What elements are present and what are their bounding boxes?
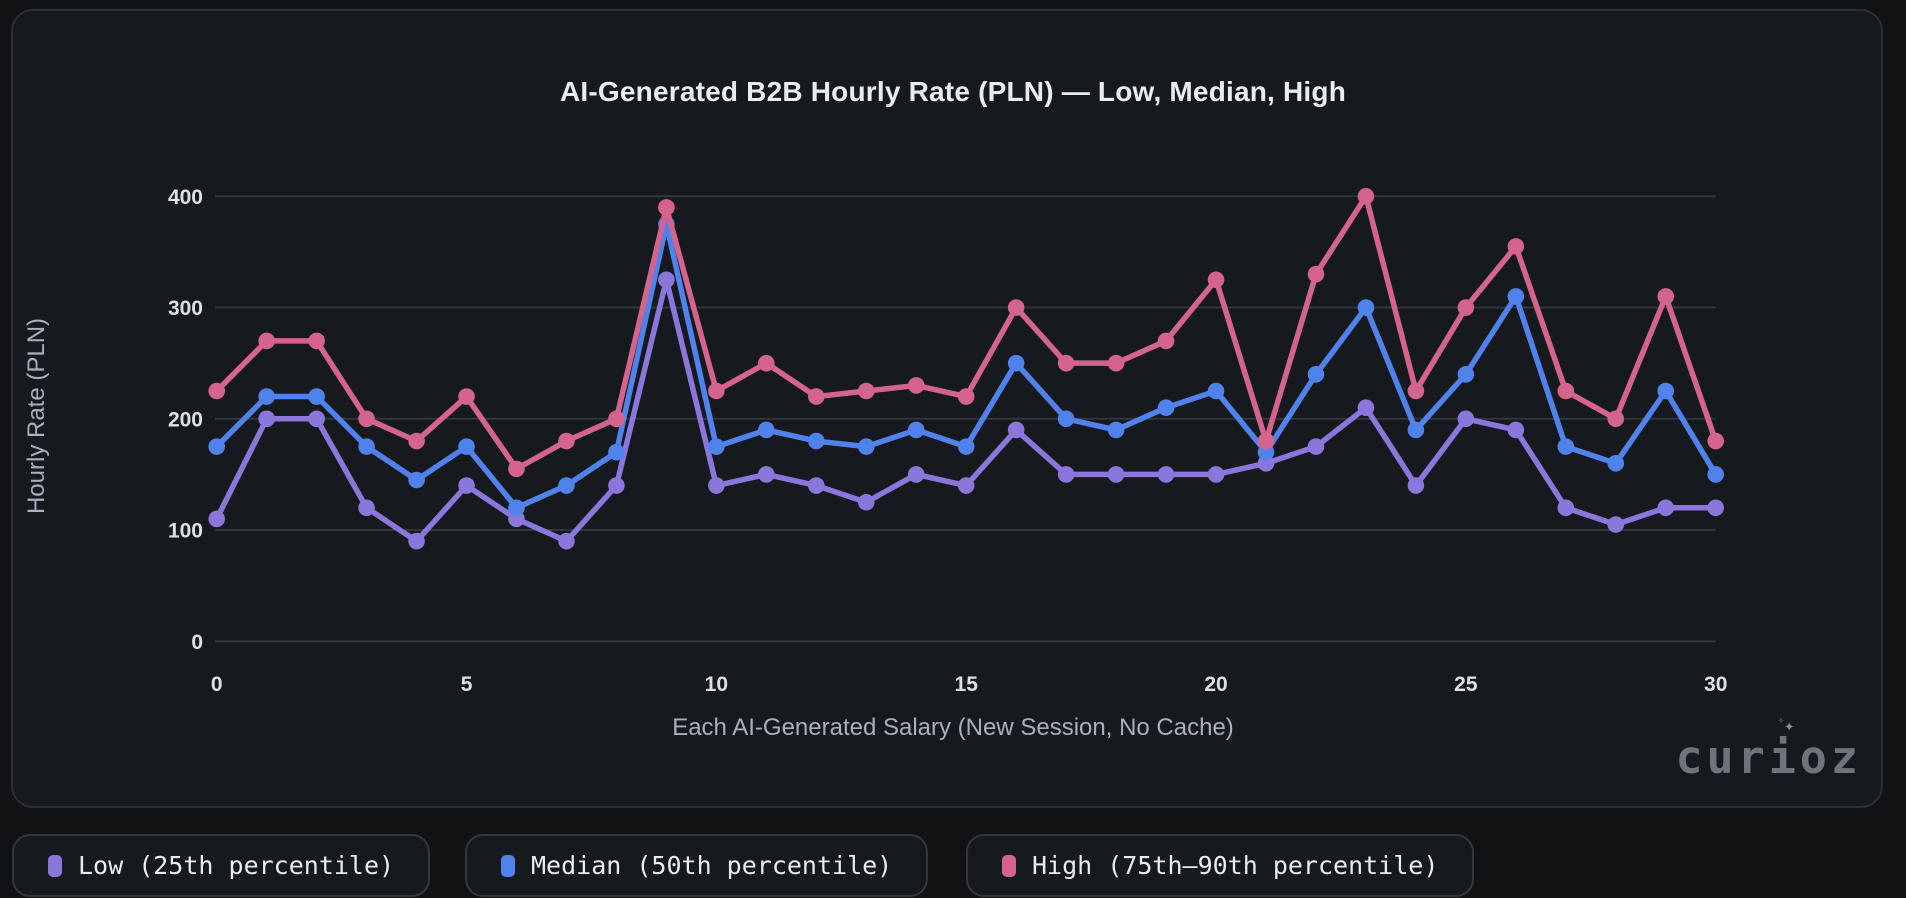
legend-label: Median (50th percentile) <box>531 851 893 880</box>
chart-card <box>11 9 1883 808</box>
legend: Low (25th percentile) Median (50th perce… <box>0 834 1906 898</box>
x-axis-title: Each AI-Generated Salary (New Session, N… <box>672 714 1234 741</box>
watermark-logo: ✧✦ curioz <box>1675 715 1862 784</box>
low-series-swatch-icon <box>48 854 62 877</box>
median-series-swatch-icon <box>501 854 515 877</box>
legend-item-median[interactable]: Median (50th percentile) <box>465 834 929 897</box>
sparkle-icon: ✧✦ <box>1778 715 1795 736</box>
watermark-text: curioz <box>1675 731 1862 784</box>
legend-label: High (75th–90th percentile) <box>1032 851 1439 880</box>
y-axis-title: Hourly Rate (PLN) <box>23 317 50 515</box>
chart-title: AI-Generated B2B Hourly Rate (PLN) — Low… <box>559 76 1347 107</box>
legend-item-high[interactable]: High (75th–90th percentile) <box>966 834 1475 897</box>
legend-item-low[interactable]: Low (25th percentile) <box>12 834 431 897</box>
high-series-swatch-icon <box>1002 854 1016 877</box>
legend-label: Low (25th percentile) <box>78 851 395 880</box>
